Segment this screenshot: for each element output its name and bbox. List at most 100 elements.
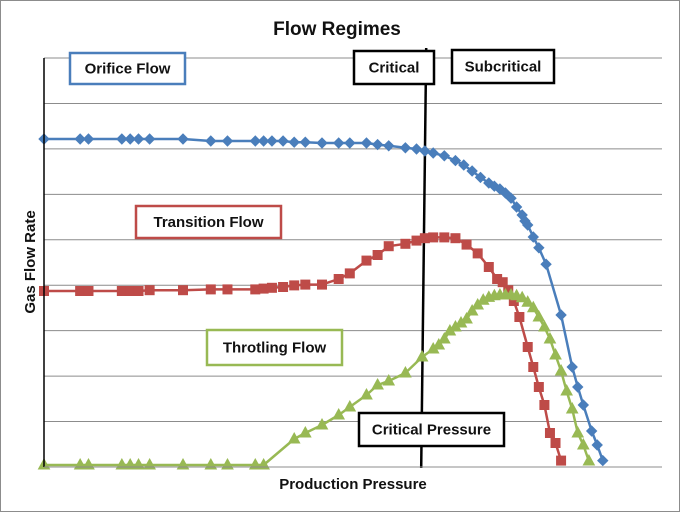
series-layer bbox=[37, 133, 609, 470]
orifice-point bbox=[419, 145, 431, 157]
transition-point bbox=[317, 279, 327, 290]
transition-point bbox=[75, 286, 86, 296]
orifice-point bbox=[597, 454, 609, 467]
transition-point bbox=[125, 286, 136, 296]
orifice-point bbox=[591, 439, 603, 451]
transition-annotation-text: Transition Flow bbox=[153, 214, 263, 231]
orifice-point bbox=[466, 165, 478, 177]
transition-point bbox=[116, 286, 127, 296]
throttling-point bbox=[332, 407, 346, 420]
orifice-point bbox=[360, 137, 373, 149]
transition-point bbox=[411, 235, 422, 246]
orifice-point bbox=[410, 143, 423, 155]
transition-point bbox=[144, 285, 155, 296]
orifice-point bbox=[316, 137, 328, 149]
critical_pressure-annotation: Critical Pressure bbox=[357, 411, 506, 448]
transition-point bbox=[133, 286, 144, 296]
orifice-point bbox=[221, 135, 234, 147]
transition-point bbox=[333, 274, 344, 284]
subcritical-annotation: Subcritical bbox=[450, 48, 556, 85]
critical_pressure-annotation-box bbox=[357, 411, 506, 448]
critical-pressure-line bbox=[419, 47, 428, 469]
transition-point bbox=[556, 455, 567, 466]
transition-point bbox=[450, 233, 461, 244]
orifice-annotation-text: Orifice Flow bbox=[85, 61, 171, 78]
x-axis-label: Production Pressure bbox=[279, 476, 427, 493]
throttling-point bbox=[532, 309, 546, 322]
orifice-point bbox=[510, 201, 523, 213]
throttling-point bbox=[371, 377, 384, 390]
orifice-point bbox=[383, 140, 395, 152]
orifice-point bbox=[438, 150, 451, 162]
orifice-point bbox=[266, 135, 278, 147]
orifice-point bbox=[505, 192, 517, 204]
throttling-point bbox=[437, 331, 451, 344]
transition-point bbox=[266, 282, 277, 293]
reference-line-layer bbox=[419, 47, 428, 469]
throttling-point bbox=[382, 373, 396, 386]
subcritical-annotation-box bbox=[450, 48, 556, 85]
orifice-point bbox=[371, 138, 384, 151]
orifice-point bbox=[555, 309, 567, 321]
orifice-point bbox=[132, 133, 145, 145]
throttling-point bbox=[432, 337, 446, 350]
transition-annotation-box bbox=[134, 204, 283, 240]
throttling-point bbox=[554, 363, 568, 376]
critical-annotation-text: Critical bbox=[369, 60, 420, 77]
throttling-point bbox=[360, 387, 373, 400]
throttling-point bbox=[515, 290, 529, 303]
throttling-point bbox=[465, 303, 479, 316]
orifice-point bbox=[527, 231, 539, 243]
orifice-point bbox=[288, 136, 300, 148]
throttling-point bbox=[571, 425, 585, 438]
throttling-point bbox=[315, 417, 329, 430]
orifice-point bbox=[177, 133, 189, 145]
orifice-point bbox=[449, 154, 462, 167]
throttling-point bbox=[549, 347, 562, 360]
orifice-point bbox=[124, 133, 136, 145]
orifice-point bbox=[82, 133, 95, 145]
orifice-series bbox=[38, 133, 609, 467]
throttling-point bbox=[538, 319, 551, 332]
throttling-point bbox=[460, 311, 473, 324]
orifice-point bbox=[249, 135, 261, 147]
transition-point bbox=[497, 277, 508, 288]
orifice-point bbox=[499, 187, 512, 199]
transition-point bbox=[361, 255, 372, 266]
throttling-point bbox=[526, 300, 540, 313]
transition-annotation: Transition Flow bbox=[134, 204, 283, 240]
transition-point bbox=[258, 283, 269, 294]
transition-point bbox=[483, 262, 494, 272]
orifice-point bbox=[205, 135, 217, 147]
throttling-annotation-text: Throtling Flow bbox=[223, 340, 327, 357]
transition-point bbox=[522, 342, 533, 352]
orifice-point bbox=[572, 381, 584, 393]
orifice-point bbox=[344, 137, 356, 149]
transition-point bbox=[83, 286, 94, 296]
orifice-point bbox=[577, 399, 590, 411]
critical-annotation-box bbox=[352, 49, 436, 86]
throttling-point bbox=[415, 349, 429, 362]
subcritical-annotation-text: Subcritical bbox=[465, 59, 542, 76]
axes bbox=[43, 58, 662, 468]
throttling-point bbox=[560, 383, 573, 396]
transition-point bbox=[222, 284, 233, 295]
transition-point bbox=[289, 280, 300, 291]
orifice-annotation-box bbox=[68, 51, 187, 86]
orifice-point bbox=[522, 219, 534, 231]
orifice-point bbox=[474, 171, 487, 184]
y-axis-label: Gas Flow Rate bbox=[22, 210, 39, 313]
orifice-point bbox=[116, 133, 128, 145]
orifice-point bbox=[533, 242, 545, 254]
throttling-point bbox=[582, 453, 596, 466]
critical-annotation: Critical bbox=[352, 49, 436, 86]
orifice-point bbox=[332, 137, 345, 149]
orifice-point bbox=[566, 361, 578, 373]
orifice-point bbox=[257, 135, 270, 147]
throttling-point bbox=[343, 399, 357, 412]
transition-point bbox=[428, 232, 439, 243]
transition-point bbox=[372, 250, 383, 260]
transition-point bbox=[539, 400, 550, 410]
